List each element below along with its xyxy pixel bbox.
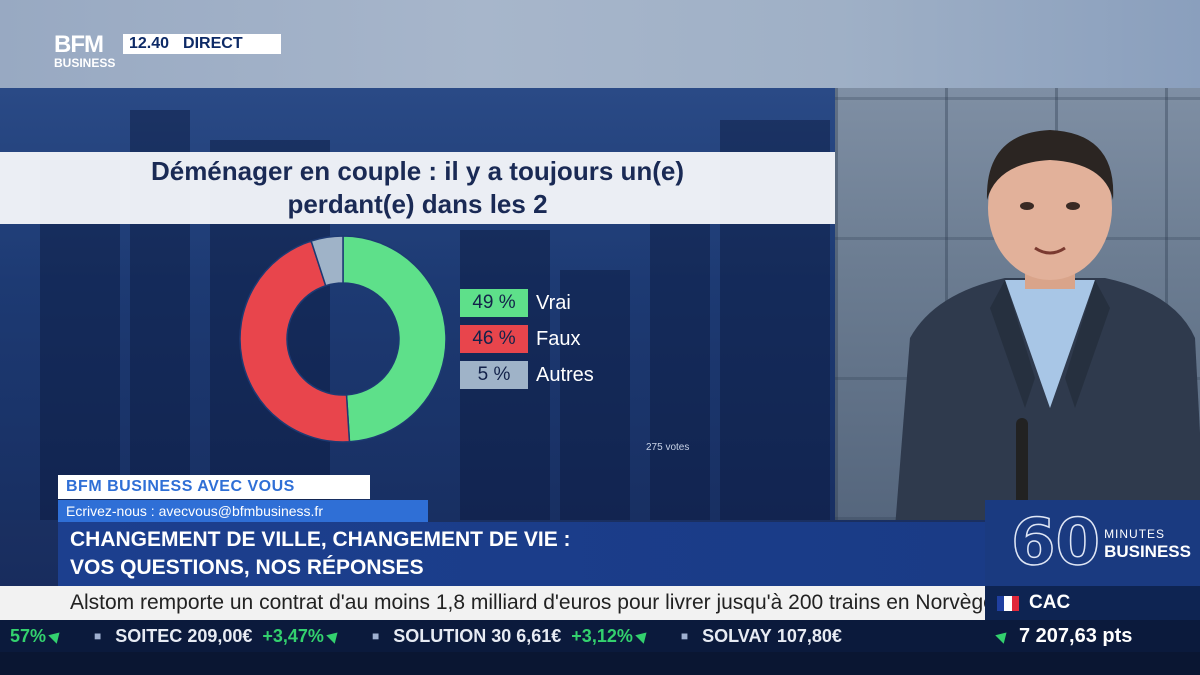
donut-slice-autres — [310, 235, 344, 287]
legend-label-autres: Autres — [536, 363, 594, 386]
stock-price: 209,00€ — [187, 625, 253, 646]
legend-item-vrai: 49 % Vrai — [460, 288, 594, 318]
up-arrow-icon — [48, 628, 64, 644]
legend-value-faux: 46 % — [460, 325, 528, 353]
stock-price: 6,61€ — [516, 625, 562, 646]
separator-icon: ■ — [680, 629, 689, 643]
show-logo: 60 MINUTES BUSINESS — [985, 500, 1200, 586]
index-value: 7 207,63 pts — [1019, 624, 1133, 647]
poll-title-line1: Déménager en couple : il y a toujours un… — [150, 156, 685, 186]
stock-name: SOITEC — [115, 625, 183, 646]
stock-change: +3,47% — [262, 625, 324, 646]
stock-item: SOLUTION 30 6,61€ +3,12% — [393, 625, 651, 647]
legend-value-vrai: 49 % — [460, 289, 528, 317]
up-arrow-icon — [326, 628, 342, 644]
legend-value-autres: 5 % — [460, 361, 528, 389]
up-arrow-icon — [635, 628, 651, 644]
poll-title-line2: perdant(e) dans les 2 — [287, 189, 548, 219]
presenter-video — [835, 88, 1200, 520]
live-clock: 12.40 DIRECT — [123, 34, 281, 54]
poll-title: Déménager en couple : il y a toujours un… — [0, 152, 835, 224]
legend-label-faux: Faux — [536, 327, 581, 350]
stock-name: SOLUTION 30 — [393, 625, 512, 646]
stock-change: +3,12% — [571, 625, 633, 646]
legend-item-faux: 46 % Faux — [460, 324, 594, 354]
news-ticker-text: Alstom remporte un contrat d'au moins 1,… — [70, 591, 985, 614]
votes-count: 275 votes — [646, 442, 690, 453]
separator-icon: ■ — [94, 629, 102, 643]
headline: CHANGEMENT DE VILLE, CHANGEMENT DE VIE :… — [58, 522, 985, 586]
show-number: 60 — [1010, 506, 1101, 580]
index-name-box: CAC — [985, 586, 1200, 620]
headline-line2: VOS QUESTIONS, NOS RÉPONSES — [70, 556, 424, 579]
stock-item: 57% — [0, 625, 64, 647]
poll-donut-chart — [239, 235, 447, 443]
stock-change: 57% — [10, 625, 47, 646]
stock-ticker: 57% ■ SOITEC 209,00€ +3,47% ■ SOLUTION 3… — [0, 620, 985, 652]
clock-time: 12.40 — [129, 35, 170, 52]
up-arrow-icon — [995, 628, 1011, 644]
stock-name: SOLVAY — [702, 625, 772, 646]
stock-price: 107,80€ — [776, 625, 842, 646]
contact-email: Ecrivez-nous : avecvous@bfmbusiness.fr — [58, 500, 428, 522]
legend-label-vrai: Vrai — [536, 291, 571, 314]
stock-item: SOLVAY 107,80€ — [702, 626, 842, 647]
news-ticker: Alstom remporte un contrat d'au moins 1,… — [0, 586, 985, 620]
headline-line1: CHANGEMENT DE VILLE, CHANGEMENT DE VIE : — [70, 528, 571, 551]
legend-item-autres: 5 % Autres — [460, 360, 594, 390]
channel-logo: BFM BUSINESS — [54, 31, 116, 70]
stock-item: SOITEC 209,00€ +3,47% — [115, 625, 342, 647]
donut-slice-faux — [239, 240, 351, 443]
presenter-figure — [895, 130, 1200, 520]
france-flag-icon — [997, 595, 1019, 611]
microphone — [1016, 418, 1028, 520]
poll-legend: 49 % Vrai 46 % Faux 5 % Autres — [460, 288, 594, 396]
index-name: CAC — [1029, 592, 1071, 613]
bottom-band — [0, 652, 1200, 675]
program-label: BFM BUSINESS AVEC VOUS — [58, 475, 370, 499]
show-sub-business: BUSINESS — [1104, 542, 1191, 561]
separator-icon: ■ — [371, 629, 380, 643]
donut-slice-vrai — [342, 235, 447, 443]
live-label: DIRECT — [183, 35, 243, 52]
index-value-box: 7 207,63 pts — [985, 620, 1200, 652]
show-sub-minutes: MINUTES — [1104, 527, 1166, 541]
